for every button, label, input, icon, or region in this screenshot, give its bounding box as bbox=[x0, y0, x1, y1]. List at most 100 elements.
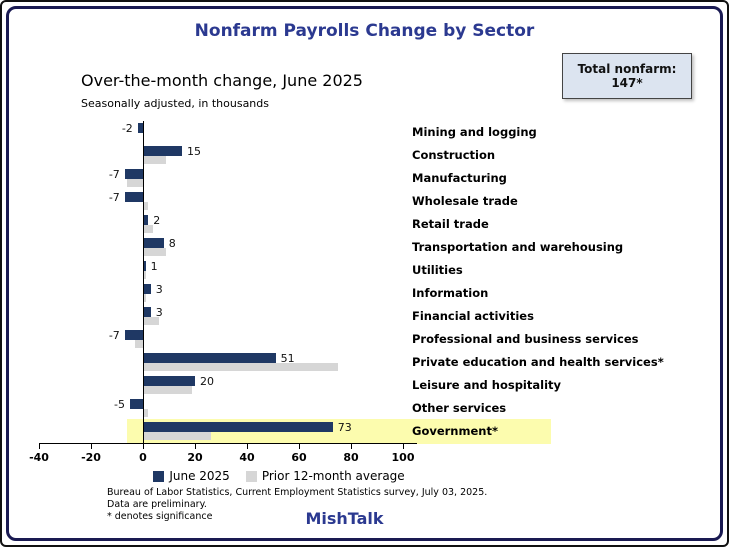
value-label: 3 bbox=[155, 283, 163, 296]
chart-row: 1 Utilities bbox=[39, 259, 709, 282]
value-label: 51 bbox=[280, 352, 295, 365]
category-label: Construction bbox=[412, 148, 496, 162]
category-label: Utilities bbox=[412, 263, 463, 277]
bar-june-2025 bbox=[143, 284, 151, 294]
chart-rows: -2 Mining and logging 15 Construction -7 Manu… bbox=[39, 121, 709, 444]
chart-subnote: Seasonally adjusted, in thousands bbox=[81, 97, 269, 110]
chart-row: -2 Mining and logging bbox=[39, 121, 709, 144]
chart-row: 15 Construction bbox=[39, 144, 709, 167]
category-label: Transportation and warehousing bbox=[412, 240, 624, 254]
legend-swatch-icon bbox=[245, 470, 257, 482]
source-line: * denotes significance bbox=[107, 510, 213, 522]
bar-prior-average bbox=[143, 432, 211, 440]
bar-prior-average bbox=[143, 386, 193, 394]
bar-june-2025 bbox=[143, 261, 146, 271]
value-label: -2 bbox=[121, 122, 133, 135]
bar-prior-average bbox=[143, 409, 149, 417]
bar-june-2025 bbox=[143, 146, 182, 156]
chart-subtitle: Over-the-month change, June 2025 bbox=[81, 71, 363, 90]
tick-label: 60 bbox=[291, 451, 307, 464]
legend-item: Prior 12-month average bbox=[245, 469, 405, 483]
tick-mark bbox=[39, 444, 40, 449]
chart-row: 3 Financial activities bbox=[39, 305, 709, 328]
bar-prior-average bbox=[143, 156, 167, 164]
category-label: Financial activities bbox=[412, 309, 534, 323]
tick-label: -20 bbox=[81, 451, 101, 464]
legend-item: June 2025 bbox=[153, 469, 230, 483]
chart-row: -7 Manufacturing bbox=[39, 167, 709, 190]
bar-prior-average bbox=[135, 340, 143, 348]
legend-label: Prior 12-month average bbox=[261, 469, 405, 483]
value-label: -7 bbox=[108, 168, 120, 181]
category-label: Private education and health services* bbox=[412, 355, 664, 369]
category-label: Retail trade bbox=[412, 217, 489, 231]
chart-row: 73 Government* bbox=[39, 419, 709, 444]
bar-june-2025 bbox=[130, 399, 143, 409]
tick-label: -40 bbox=[29, 451, 49, 464]
category-label: Professional and business services bbox=[412, 332, 639, 346]
bar-june-2025 bbox=[143, 238, 164, 248]
page-title: Nonfarm Payrolls Change by Sector bbox=[194, 21, 535, 41]
tick-mark bbox=[299, 444, 300, 449]
chart-legend: June 2025 Prior 12-month average bbox=[39, 469, 519, 483]
chart-row: 2 Retail trade bbox=[39, 213, 709, 236]
bar-june-2025 bbox=[124, 169, 143, 179]
tick-label: 100 bbox=[391, 451, 415, 464]
source-line: Bureau of Labor Statistics, Current Empl… bbox=[107, 487, 488, 498]
source-note: Bureau of Labor Statistics, Current Empl… bbox=[107, 487, 487, 523]
category-label: Leisure and hospitality bbox=[412, 378, 562, 392]
tick-mark bbox=[403, 444, 404, 449]
bar-june-2025 bbox=[124, 330, 143, 340]
tick-mark bbox=[195, 444, 196, 449]
brand-logo: MishTalk bbox=[305, 509, 384, 528]
bar-june-2025 bbox=[143, 353, 276, 363]
chart-row: -7 Professional and business services bbox=[39, 328, 709, 351]
bar-prior-average bbox=[143, 271, 146, 279]
category-label: Other services bbox=[412, 401, 507, 415]
total-nonfarm-box: Total nonfarm: 147* bbox=[562, 53, 692, 99]
tick-mark bbox=[91, 444, 92, 449]
tick-label: 0 bbox=[139, 451, 147, 464]
bar-prior-average bbox=[143, 317, 159, 325]
value-label: -7 bbox=[108, 329, 120, 342]
value-label: 73 bbox=[337, 421, 352, 434]
bar-chart: -2 Mining and logging 15 Construction -7 Manu… bbox=[29, 121, 709, 521]
value-label: 8 bbox=[168, 237, 176, 250]
total-nonfarm-value: 147* bbox=[611, 76, 643, 90]
category-label: Mining and logging bbox=[412, 125, 537, 139]
total-nonfarm-label: Total nonfarm: bbox=[577, 62, 677, 76]
category-label: Manufacturing bbox=[412, 171, 507, 185]
value-label: -5 bbox=[114, 398, 125, 411]
bar-prior-average bbox=[143, 248, 167, 256]
bar-june-2025 bbox=[143, 422, 333, 432]
chart-row: -5 Other services bbox=[39, 397, 709, 420]
chart-row: 8 Transportation and warehousing bbox=[39, 236, 709, 259]
value-label: -7 bbox=[108, 191, 120, 204]
bar-prior-average bbox=[143, 225, 154, 233]
legend-swatch-icon bbox=[153, 470, 165, 482]
bar-june-2025 bbox=[143, 307, 151, 317]
tick-mark bbox=[247, 444, 248, 449]
bar-prior-average bbox=[143, 294, 146, 302]
bar-prior-average bbox=[143, 202, 149, 210]
value-label: 3 bbox=[155, 306, 163, 319]
bar-june-2025 bbox=[143, 215, 149, 225]
chart-row: 3 Information bbox=[39, 282, 709, 305]
tick-label: 40 bbox=[239, 451, 255, 464]
chart-row: 51 Private education and health services* bbox=[39, 351, 709, 374]
value-label: 15 bbox=[187, 145, 201, 158]
value-label: 20 bbox=[200, 375, 214, 388]
tick-label: 20 bbox=[187, 451, 203, 464]
bar-prior-average bbox=[127, 179, 143, 187]
category-label: Information bbox=[412, 286, 489, 300]
category-label: Wholesale trade bbox=[412, 194, 518, 208]
chart-frame: Nonfarm Payrolls Change by Sector Total … bbox=[6, 6, 723, 541]
bar-june-2025 bbox=[143, 376, 195, 386]
value-label: 1 bbox=[150, 260, 158, 273]
tick-mark bbox=[351, 444, 352, 449]
tick-label: 80 bbox=[343, 451, 359, 464]
legend-label: June 2025 bbox=[169, 469, 230, 483]
bar-june-2025 bbox=[124, 192, 143, 202]
bar-prior-average bbox=[143, 363, 338, 371]
